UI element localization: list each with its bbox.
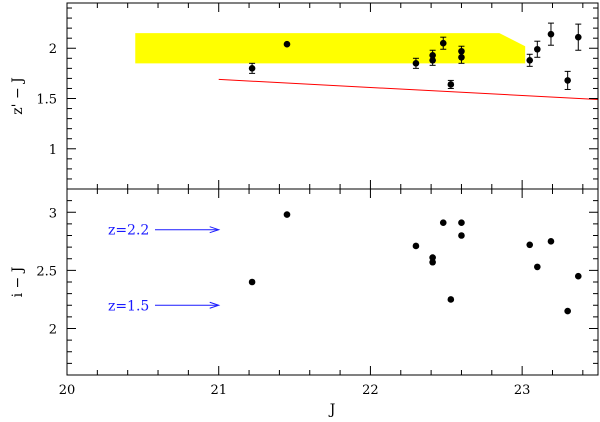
top-y-tick-label: 2	[49, 42, 57, 57]
data-point	[429, 57, 436, 64]
bottom-panel: 20 21 22 23 2 2.5 3 z=2.2 z=1.5 i − J J	[10, 188, 599, 418]
data-point	[526, 241, 534, 249]
x-axis-label: J	[328, 402, 336, 418]
data-point	[547, 30, 555, 38]
data-point	[412, 242, 420, 250]
data-point	[458, 53, 465, 61]
highlight-band	[135, 33, 526, 64]
redshift-label: z=2.2	[108, 223, 149, 239]
top-y-axis-label: z' − J	[10, 77, 26, 114]
data-point	[534, 45, 541, 53]
bottom-y-axis-label: i − J	[10, 267, 26, 298]
x-tick-label: 22	[362, 383, 379, 398]
data-point	[458, 232, 465, 239]
data-point	[574, 272, 582, 280]
data-point	[412, 60, 420, 67]
data-point	[439, 39, 447, 47]
data-point	[283, 211, 291, 218]
data-point	[429, 258, 436, 266]
data-point	[429, 254, 436, 261]
data-point	[547, 238, 555, 245]
bottom-y-tick-label: 3	[49, 206, 57, 221]
bottom-y-tick-label: 2.5	[36, 264, 57, 279]
data-point	[248, 278, 256, 286]
reference-line	[218, 78, 599, 101]
top-y-tick-label: 1	[49, 143, 57, 158]
data-point	[574, 33, 582, 41]
bottom-panel-frame	[66, 188, 599, 376]
top-panel-frame	[66, 2, 599, 190]
data-point	[447, 296, 455, 303]
top-panel: 1 1.5 2 z' − J	[10, 2, 599, 190]
top-y-tick-label: 1.5	[36, 93, 57, 108]
redshift-arrowhead	[209, 226, 221, 234]
data-point	[564, 77, 571, 84]
redshift-label: z=1.5	[108, 298, 149, 314]
data-point	[564, 307, 571, 315]
data-point	[458, 219, 465, 227]
x-tick-label: 23	[514, 383, 531, 398]
data-point	[534, 263, 541, 271]
data-point	[439, 219, 447, 227]
data-point	[248, 65, 256, 72]
redshift-arrowhead	[209, 301, 221, 309]
bottom-y-tick-label: 2	[49, 323, 57, 338]
x-tick-label: 21	[210, 383, 227, 398]
data-point	[526, 57, 534, 64]
data-point	[447, 81, 455, 88]
x-tick-label: 20	[59, 383, 76, 398]
data-point	[283, 40, 291, 48]
